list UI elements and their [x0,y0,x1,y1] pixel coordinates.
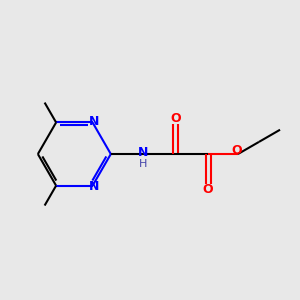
Text: O: O [170,112,181,125]
Text: N: N [138,146,148,159]
Text: H: H [139,159,147,169]
Text: N: N [89,115,99,128]
Text: O: O [203,183,213,196]
Text: N: N [89,181,99,194]
Text: O: O [231,143,242,157]
